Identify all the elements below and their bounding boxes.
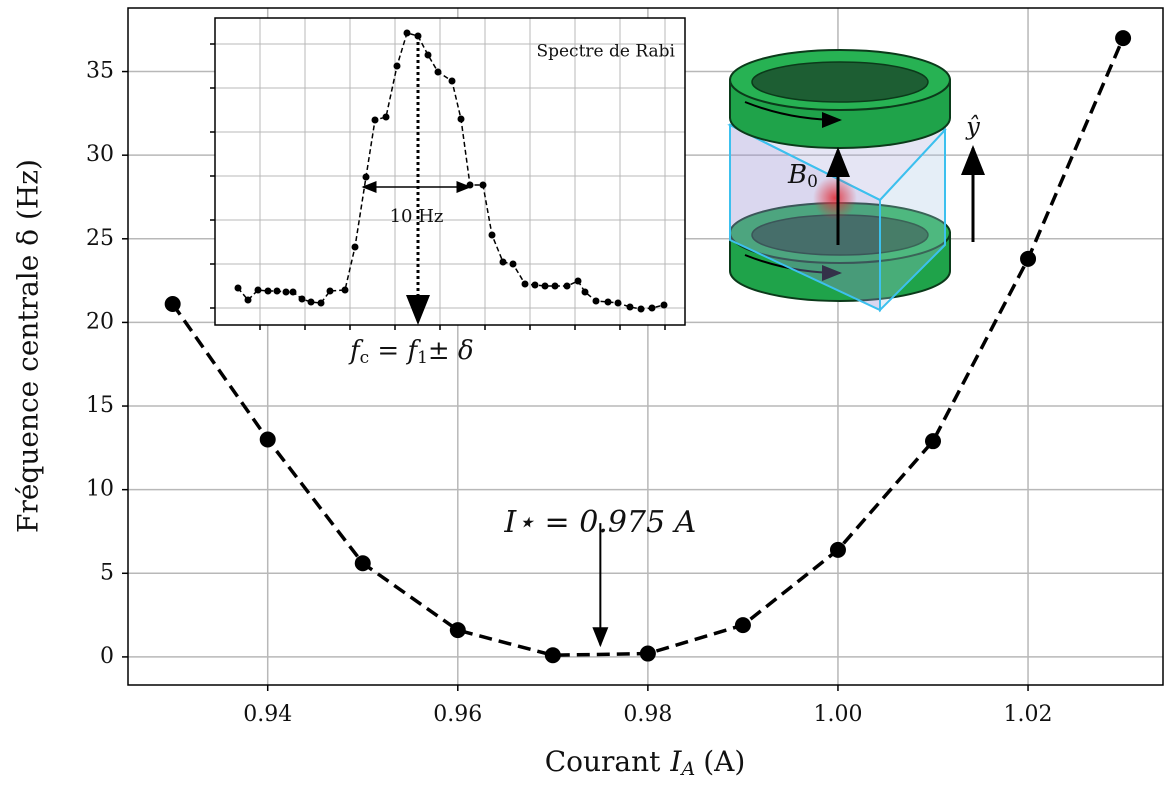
data-point [354, 555, 371, 572]
axis-label: ŷ [965, 113, 980, 141]
data-point [521, 280, 529, 288]
y-tick-label: 35 [86, 59, 114, 84]
x-label-part: Courant [545, 745, 661, 778]
data-point [273, 287, 281, 295]
data-point [563, 282, 571, 290]
data-point [648, 304, 656, 312]
data-point [509, 260, 517, 268]
x-tick-label: 0.98 [623, 702, 672, 727]
data-point [244, 296, 252, 304]
data-point [574, 277, 582, 285]
data-point [626, 303, 634, 311]
data-point [604, 298, 612, 306]
data-point [479, 181, 487, 189]
data-point [434, 68, 442, 76]
data-point [448, 77, 456, 85]
data-point [164, 296, 181, 313]
data-point [254, 286, 262, 294]
x-label-part: (A) [703, 745, 745, 778]
data-point [1115, 30, 1132, 47]
data-point [362, 173, 370, 181]
data-point [317, 299, 325, 307]
y-axis-label: Fréquence centrale δ (Hz) [12, 159, 45, 533]
coil-illustration [727, 49, 985, 313]
data-point [551, 282, 559, 290]
data-point [393, 62, 401, 70]
field-label: B0 [787, 160, 818, 192]
data-point [382, 113, 390, 121]
data-point [592, 297, 600, 305]
data-point [614, 299, 622, 307]
data-point [424, 51, 432, 59]
plot-area [215, 18, 685, 325]
data-point [734, 617, 751, 634]
data-point [326, 287, 334, 295]
x-axis-label: Courant IA (A) [545, 745, 746, 781]
data-point [544, 647, 561, 664]
data-point [371, 116, 379, 124]
field-symbol: B [787, 160, 807, 190]
data-point [403, 29, 411, 37]
field-subscript: 0 [807, 172, 818, 192]
current-arrow [744, 101, 842, 128]
x-tick-label: 1.02 [1004, 702, 1053, 727]
data-point [1020, 250, 1037, 267]
cell-face [879, 127, 946, 313]
x-tick-label: 1.00 [813, 702, 862, 727]
y-tick-label: 0 [100, 644, 114, 669]
data-point [925, 433, 941, 450]
x-tick-label: 0.94 [243, 702, 292, 727]
x-label-part: I [669, 745, 682, 778]
y-tick-label: 30 [86, 142, 114, 167]
data-point [449, 622, 466, 639]
data-point [234, 284, 242, 292]
data-point [488, 231, 496, 239]
data-point [289, 288, 297, 296]
data-point [341, 286, 349, 294]
data-point [660, 301, 668, 309]
data-point [639, 645, 656, 662]
data-point [541, 282, 549, 290]
x-label-part: A [679, 758, 695, 780]
y-tick-label: 5 [100, 560, 114, 585]
data-point [457, 115, 465, 123]
plot-frame [214, 17, 686, 326]
center-formula: fc = f1± δ [348, 336, 474, 368]
atom-cloud [813, 176, 857, 220]
y-tick-label: 15 [86, 393, 114, 418]
formula-part: = f [369, 336, 421, 366]
data-point [351, 243, 359, 251]
data-point [499, 258, 507, 266]
data-point [282, 288, 290, 296]
data-point [581, 288, 589, 296]
inset-title: Spectre de Rabi [536, 42, 675, 62]
plot-frame [127, 7, 1164, 686]
y-tick-label: 20 [86, 309, 114, 334]
y-tick-label: 25 [86, 226, 114, 251]
data-point [829, 541, 846, 558]
data-point [531, 281, 539, 289]
x-tick-label: 0.96 [433, 702, 482, 727]
data-point [264, 287, 272, 295]
formula-part: ± δ [428, 336, 474, 366]
y-tick-label: 10 [86, 477, 114, 502]
data-point [307, 298, 315, 306]
formula-part: 1 [417, 348, 428, 368]
data-point [298, 295, 306, 303]
data-point [259, 431, 276, 448]
data-point [637, 305, 645, 313]
coil-hole [751, 61, 929, 103]
formula-part: c [360, 348, 370, 368]
